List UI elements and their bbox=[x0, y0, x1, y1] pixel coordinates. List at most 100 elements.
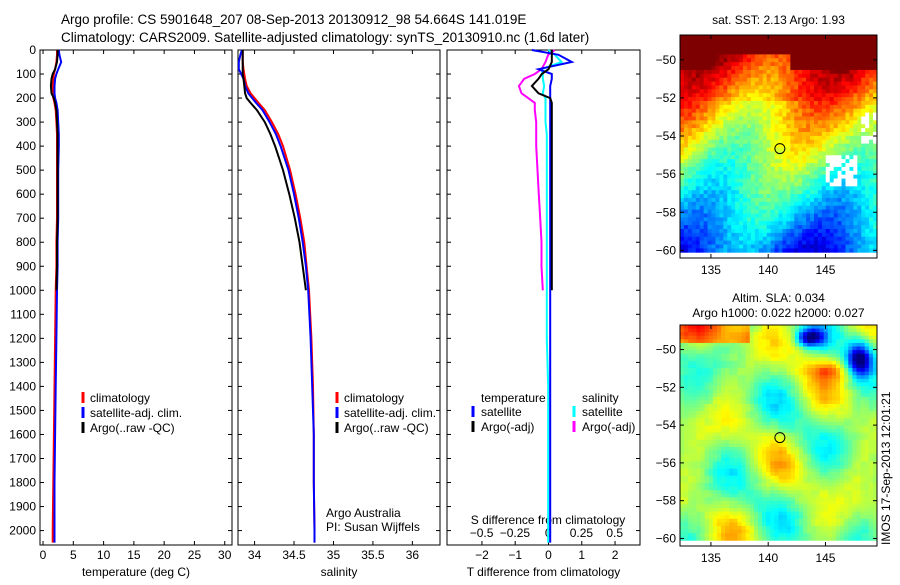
map-cell bbox=[725, 422, 730, 426]
map-cell bbox=[794, 124, 798, 128]
map-cell bbox=[723, 163, 727, 167]
map-cell bbox=[692, 436, 697, 440]
map-cell bbox=[688, 329, 693, 333]
map-cell bbox=[763, 70, 767, 74]
map-cell bbox=[739, 140, 743, 144]
map-cell bbox=[849, 132, 853, 136]
map-cell bbox=[842, 128, 846, 132]
map-cell bbox=[848, 454, 853, 458]
map-cell bbox=[771, 175, 775, 179]
map-cell bbox=[802, 109, 806, 113]
map-cell bbox=[713, 382, 718, 386]
map-cell bbox=[704, 120, 708, 124]
map-cell bbox=[810, 97, 814, 101]
map-cell bbox=[815, 350, 820, 354]
map-cell bbox=[688, 339, 693, 343]
map-cell bbox=[742, 447, 747, 451]
map-cell bbox=[791, 336, 796, 340]
map-cell bbox=[786, 163, 790, 167]
map-cell bbox=[783, 350, 788, 354]
map-cell bbox=[766, 397, 771, 401]
map-cell bbox=[787, 458, 792, 462]
map-cell bbox=[767, 159, 771, 163]
map-cell bbox=[815, 357, 820, 361]
map-cell bbox=[715, 144, 719, 148]
map-cell bbox=[822, 116, 826, 120]
map-cell bbox=[701, 422, 706, 426]
map-cell bbox=[727, 241, 731, 245]
map-cell bbox=[754, 347, 759, 351]
map-cell bbox=[759, 245, 763, 249]
map-cell bbox=[751, 167, 755, 171]
map-cell bbox=[721, 440, 726, 444]
map-cell bbox=[771, 82, 775, 86]
map-cell bbox=[832, 368, 837, 372]
map-cell bbox=[759, 237, 763, 241]
map-cell bbox=[802, 163, 806, 167]
map-cell bbox=[737, 375, 742, 379]
map-cell bbox=[692, 364, 697, 368]
map-cell bbox=[708, 105, 712, 109]
map-cell bbox=[794, 144, 798, 148]
map-cell bbox=[684, 429, 689, 433]
map-cell bbox=[838, 198, 842, 202]
map-cell bbox=[692, 62, 696, 66]
map-cell bbox=[725, 418, 730, 422]
map-cell bbox=[700, 167, 704, 171]
map-cell bbox=[680, 93, 684, 97]
map-cell bbox=[775, 128, 779, 132]
map-cell bbox=[771, 206, 775, 210]
map-cell bbox=[826, 140, 830, 144]
map-cell bbox=[770, 436, 775, 440]
map-cell bbox=[799, 393, 804, 397]
map-cell bbox=[848, 397, 853, 401]
map-cell bbox=[684, 361, 689, 365]
map-cell bbox=[723, 202, 727, 206]
map-cell bbox=[680, 140, 684, 144]
map-cell bbox=[836, 458, 841, 462]
map-cell bbox=[852, 429, 857, 433]
map-cell bbox=[822, 198, 826, 202]
map-cell bbox=[832, 390, 837, 394]
map-cell bbox=[844, 379, 849, 383]
map-cell bbox=[842, 155, 846, 159]
map-cell bbox=[799, 368, 804, 372]
map-cell bbox=[750, 329, 755, 333]
map-cell bbox=[747, 93, 751, 97]
map-cell bbox=[696, 408, 701, 412]
map-cell bbox=[717, 347, 722, 351]
map-cell bbox=[743, 85, 747, 89]
map-cell bbox=[861, 171, 865, 175]
map-cell bbox=[842, 93, 846, 97]
map-cell bbox=[747, 245, 751, 249]
map-cell bbox=[802, 43, 806, 47]
map-cell bbox=[692, 120, 696, 124]
map-cell bbox=[729, 336, 734, 340]
map-cell bbox=[775, 47, 779, 51]
map-cell bbox=[774, 332, 779, 336]
map-cell bbox=[802, 179, 806, 183]
map-cell bbox=[861, 248, 865, 252]
map-cell bbox=[799, 375, 804, 379]
map-cell bbox=[848, 447, 853, 451]
map-cell bbox=[759, 54, 763, 58]
map-cell bbox=[794, 82, 798, 86]
map-cell bbox=[696, 78, 700, 82]
map-cell bbox=[704, 132, 708, 136]
map-cell bbox=[727, 171, 731, 175]
map-cell bbox=[861, 350, 866, 354]
map-cell bbox=[853, 155, 857, 159]
map-cell bbox=[762, 425, 767, 429]
map-cell bbox=[802, 237, 806, 241]
map-cell bbox=[786, 82, 790, 86]
map-cell bbox=[746, 343, 751, 347]
map-cell bbox=[865, 151, 869, 155]
map-cell bbox=[806, 58, 810, 62]
map-cell bbox=[845, 248, 849, 252]
map-cell bbox=[828, 451, 833, 455]
map-cell bbox=[803, 418, 808, 422]
map-cell bbox=[830, 186, 834, 190]
map-cell bbox=[727, 136, 731, 140]
map-cell bbox=[820, 418, 825, 422]
map-cell bbox=[743, 175, 747, 179]
